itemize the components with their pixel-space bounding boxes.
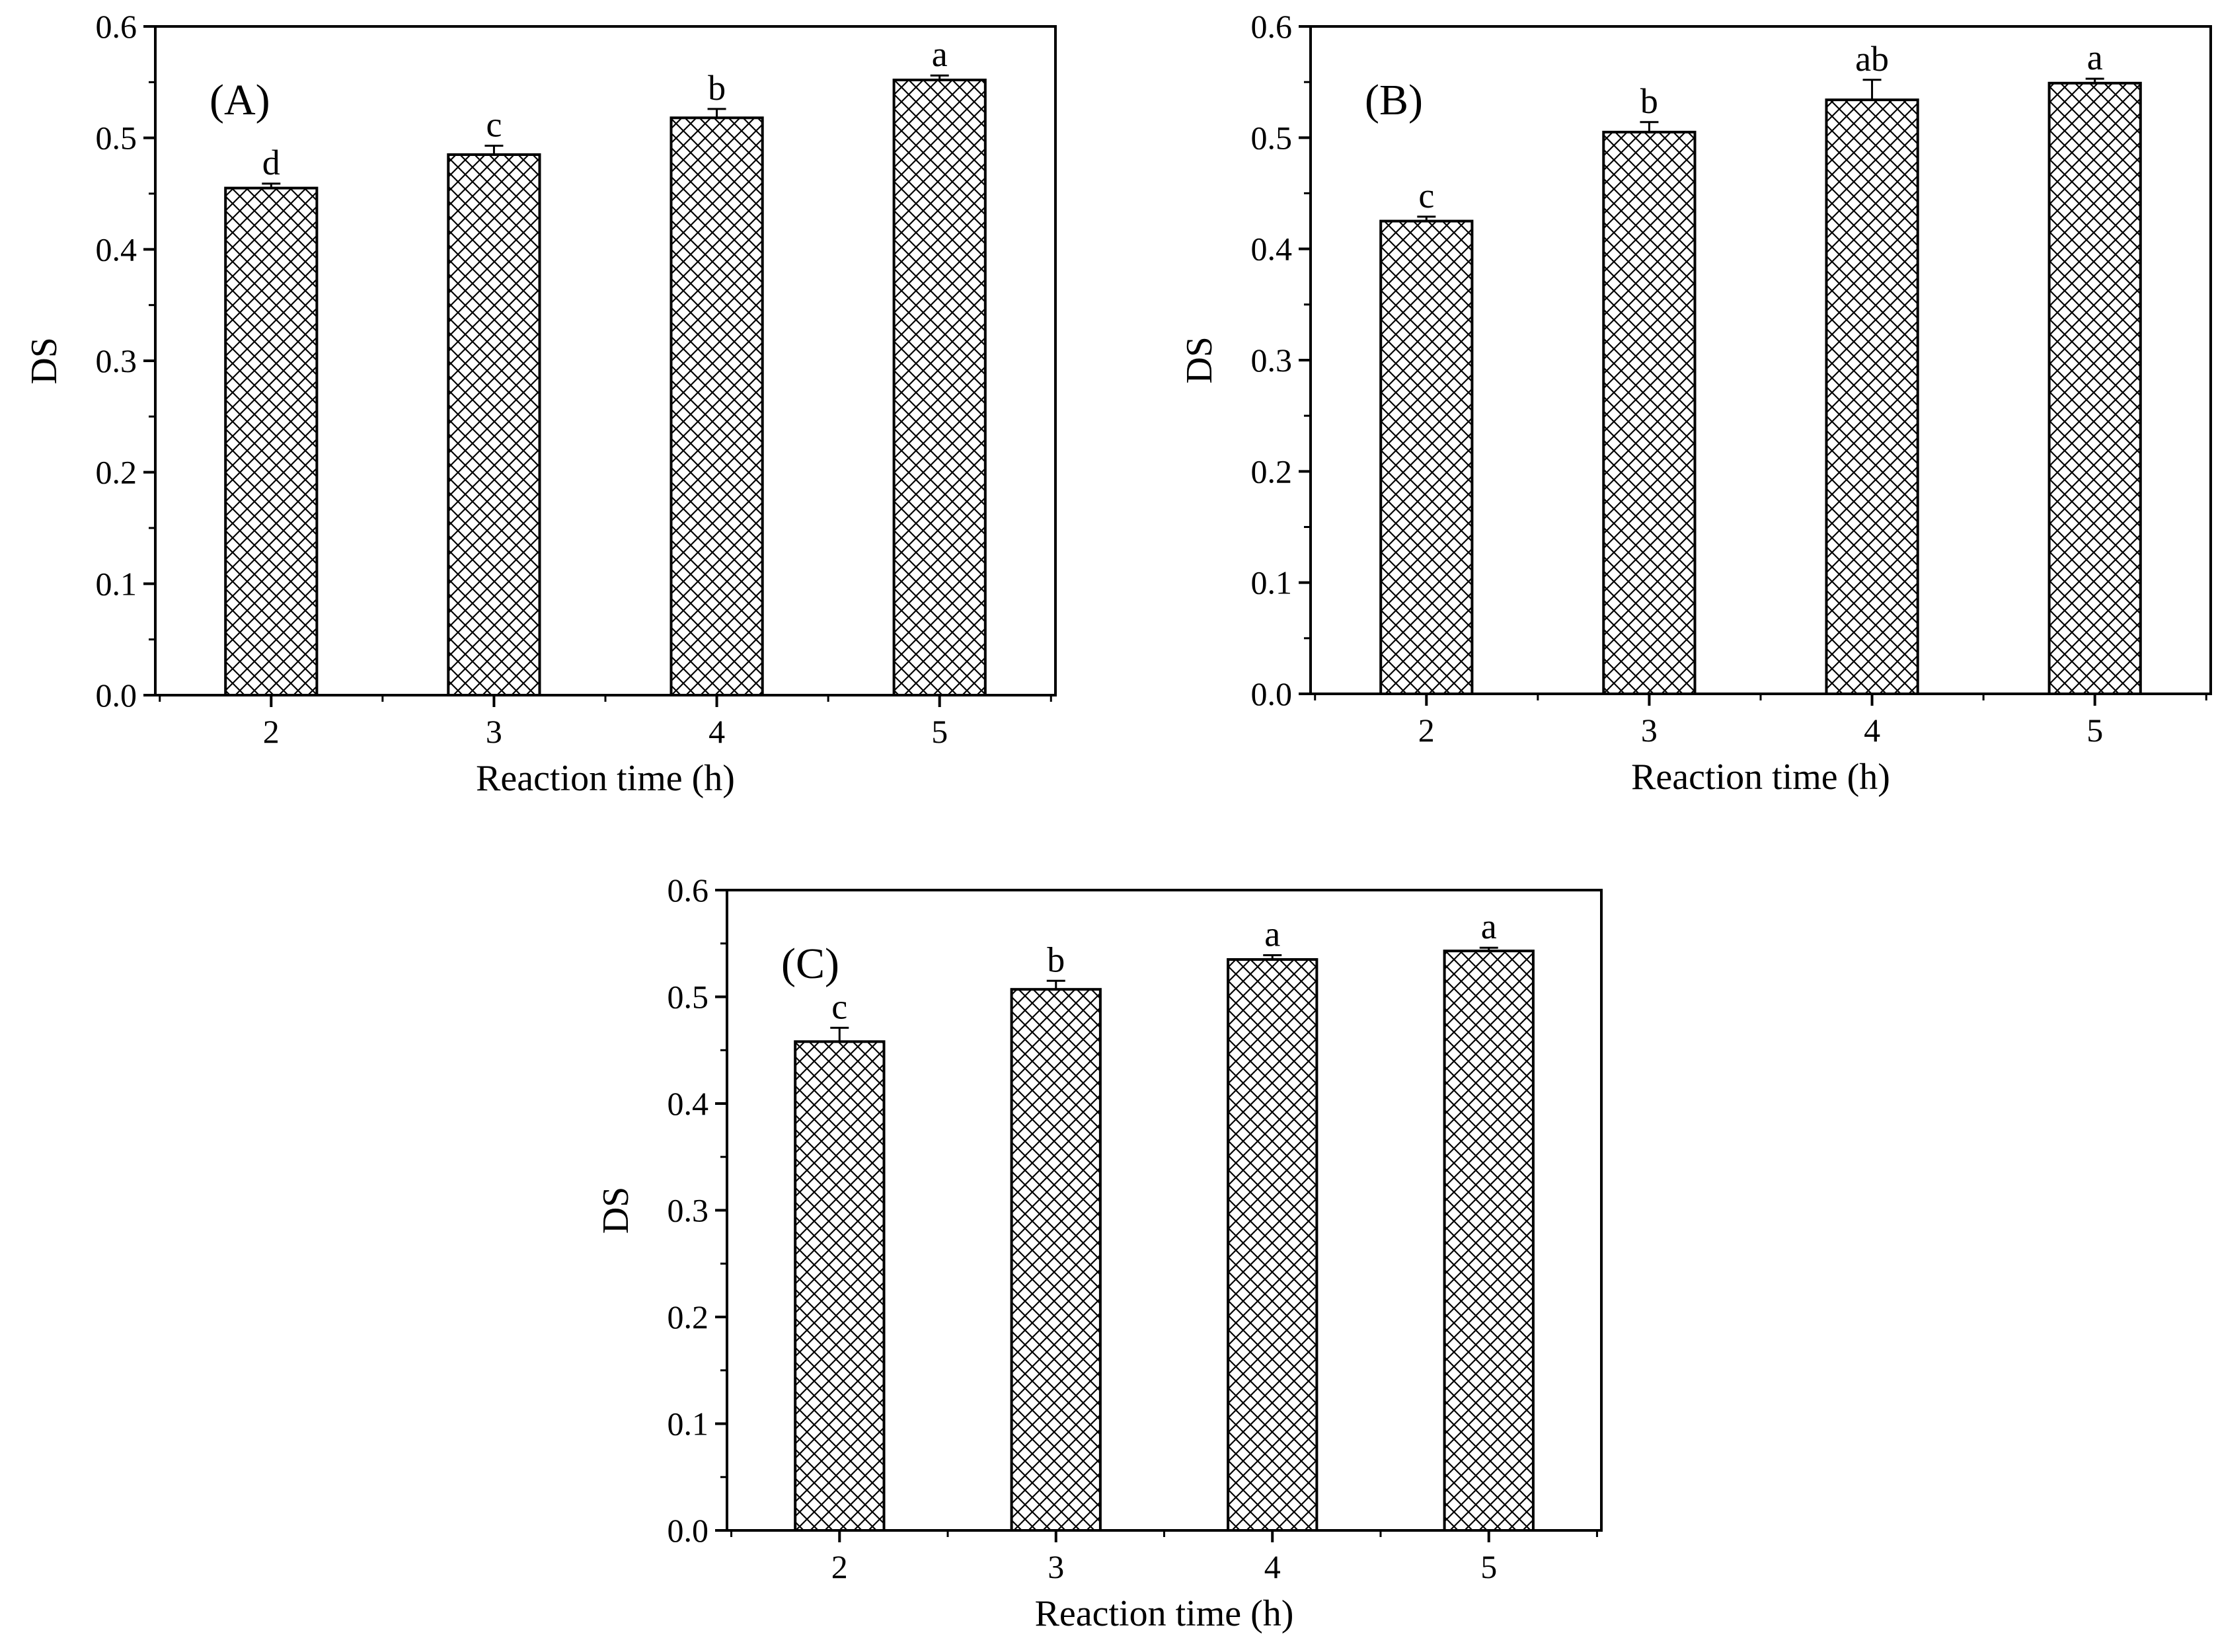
y-tick-label: 0.3 <box>668 1192 709 1229</box>
error-bar-3 <box>1046 979 1065 990</box>
x-tick-label: 5 <box>1480 1548 1497 1585</box>
y-tick-label: 0.5 <box>668 979 709 1016</box>
x-axis-title: Reaction time (h) <box>1631 757 1890 798</box>
error-bar-3 <box>484 144 504 155</box>
y-axis-title: DS <box>595 1187 636 1234</box>
y-tick-label: 0.6 <box>96 8 137 45</box>
x-axis-title: Reaction time (h) <box>1035 1593 1294 1634</box>
error-bar-2 <box>262 182 281 188</box>
y-tick-label: 0.5 <box>96 120 137 157</box>
x-tick-label: 2 <box>1418 712 1435 749</box>
significance-label: b <box>1047 940 1065 979</box>
bar-4 <box>1825 98 1919 696</box>
y-tick-label: 0.5 <box>1251 119 1293 156</box>
significance-label: a <box>1481 907 1497 946</box>
bar-5 <box>1443 950 1535 1532</box>
x-tick-label: 3 <box>1641 712 1658 749</box>
x-tick-label: 3 <box>486 713 502 750</box>
bar-3 <box>1010 988 1102 1532</box>
y-tick-label: 0.4 <box>668 1085 709 1122</box>
y-tick-label: 0.4 <box>96 231 137 268</box>
x-tick-label: 4 <box>1864 712 1880 749</box>
y-axis-title: DS <box>24 337 65 385</box>
x-tick-label: 5 <box>2086 712 2103 749</box>
x-tick-label: 2 <box>263 713 280 750</box>
bar-2 <box>224 186 319 697</box>
error-bar-4 <box>707 108 726 118</box>
bar-3 <box>1602 130 1697 695</box>
panel-label: (A) <box>210 76 270 124</box>
y-tick-label: 0.0 <box>1251 675 1293 712</box>
y-axis-title: DS <box>1179 336 1220 384</box>
bar-3 <box>447 153 541 696</box>
y-tick-label: 0.1 <box>1251 564 1293 601</box>
significance-label: ab <box>1855 39 1889 79</box>
bar-5 <box>2047 81 2142 696</box>
y-tick-label: 0.0 <box>668 1512 709 1549</box>
y-tick-label: 0.3 <box>1251 342 1293 379</box>
bar-2 <box>794 1040 886 1532</box>
y-tick-label: 0.4 <box>1251 231 1293 268</box>
error-bar-2 <box>830 1026 849 1042</box>
x-tick-label: 4 <box>1264 1548 1281 1585</box>
error-bar-4 <box>1862 79 1882 100</box>
significance-label: c <box>831 987 847 1026</box>
bar-4 <box>669 116 764 697</box>
error-bar-5 <box>930 74 949 80</box>
error-bar-5 <box>2085 77 2104 83</box>
significance-label: b <box>1640 81 1658 121</box>
error-bar-2 <box>1417 215 1436 221</box>
significance-label: a <box>1264 915 1280 954</box>
y-tick-label: 0.1 <box>96 565 137 602</box>
chart-panel-1: d c b a 0.0 0.1 0.2 0.3 0.4 0.5 0.6 2 3 4 5 Reaction ti… <box>24 8 1057 799</box>
x-tick-label: 2 <box>831 1548 848 1585</box>
panel-label: (C) <box>781 940 839 988</box>
panel-label: (B) <box>1365 76 1423 124</box>
error-bar-3 <box>1640 121 1659 132</box>
significance-label: b <box>708 68 726 108</box>
y-tick-label: 0.2 <box>1251 453 1293 490</box>
significance-label: c <box>486 105 502 145</box>
significance-label: a <box>2087 38 2103 77</box>
x-tick-label: 3 <box>1048 1548 1064 1585</box>
significance-label: c <box>1418 176 1434 215</box>
y-tick-label: 0.1 <box>668 1406 709 1443</box>
error-bar-5 <box>1479 946 1498 952</box>
y-tick-label: 0.0 <box>96 677 137 714</box>
y-tick-label: 0.2 <box>96 454 137 491</box>
y-tick-label: 0.6 <box>668 872 709 909</box>
y-tick-label: 0.6 <box>1251 8 1293 45</box>
bar-2 <box>1379 219 1474 696</box>
bar-5 <box>892 79 987 696</box>
significance-label: d <box>262 143 280 182</box>
x-tick-label: 5 <box>931 713 948 750</box>
y-tick-label: 0.2 <box>668 1298 709 1335</box>
chart-panel-3: c b a a 0.0 0.1 0.2 0.3 0.4 0.5 0.6 2 3 4 5 Reaction ti… <box>595 872 1603 1634</box>
chart-panel-2: c b ab a 0.0 0.1 0.2 0.3 0.4 0.5 0.6 2 3 4 5 Reaction t… <box>1179 8 2212 798</box>
x-tick-label: 4 <box>708 713 725 750</box>
y-tick-label: 0.3 <box>96 342 137 379</box>
x-axis-title: Reaction time (h) <box>476 758 735 799</box>
error-bar-4 <box>1263 954 1282 959</box>
significance-label: a <box>932 34 948 74</box>
bar-4 <box>1227 958 1318 1532</box>
